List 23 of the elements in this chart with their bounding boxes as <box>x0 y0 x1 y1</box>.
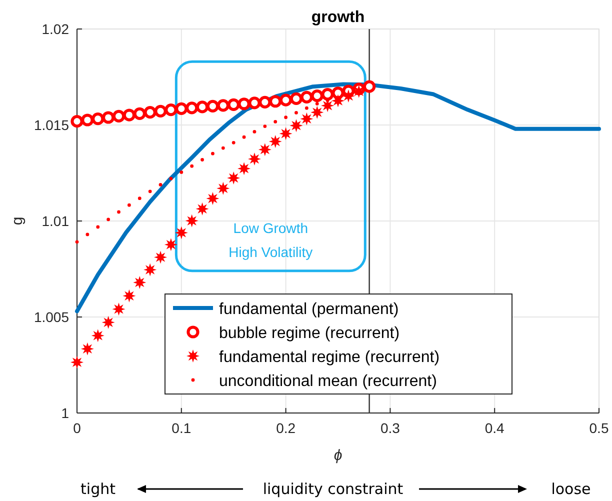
legend-label: bubble regime (recurrent) <box>219 325 400 342</box>
legend-label: unconditional mean (recurrent) <box>219 373 437 390</box>
legend-label: fundamental (permanent) <box>219 301 399 318</box>
x-tick-label: 0.3 <box>380 420 400 436</box>
x-tick-label: 0.5 <box>589 420 609 436</box>
legend-label: fundamental regime (recurrent) <box>219 349 440 366</box>
text: liquidity constraint <box>262 480 404 498</box>
chart-title: growth <box>311 9 365 26</box>
y-tick-label: 1 <box>61 405 70 421</box>
x-tick-label: 0.4 <box>484 420 505 436</box>
y-axis-title: g <box>9 216 26 226</box>
annotation: High Volatility <box>228 244 313 260</box>
x-axis-title: ϕ <box>334 447 342 464</box>
annotation: Low Growth <box>233 220 308 236</box>
text: loose <box>551 480 591 498</box>
x-tick-label: 0.2 <box>276 420 296 436</box>
y-tick-label: 1.01 <box>42 213 70 229</box>
x-tick-label: 0.1 <box>172 420 192 436</box>
text: tight <box>80 480 116 498</box>
y-tick-label: 1.005 <box>34 309 70 325</box>
y-tick-label: 1.02 <box>42 21 70 37</box>
y-tick-label: 1.015 <box>34 117 70 133</box>
x-tick-label: 0 <box>73 420 82 436</box>
